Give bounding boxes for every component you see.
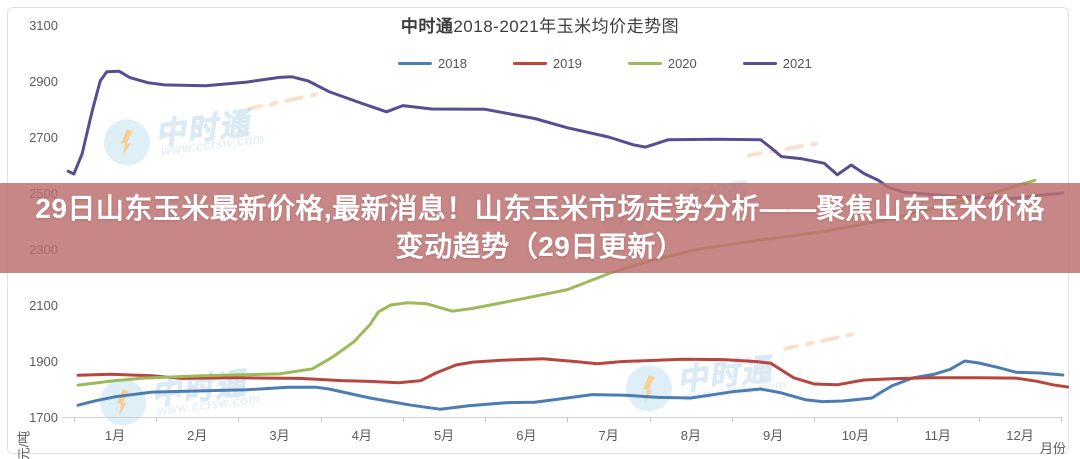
axis-tick-mark bbox=[1061, 418, 1063, 422]
legend-label: 2019 bbox=[552, 56, 582, 71]
x-tick-label: 12月 bbox=[1006, 428, 1034, 443]
axis-tick-mark bbox=[485, 418, 487, 422]
x-tick-label: 11月 bbox=[924, 428, 951, 443]
y-tick-label: 2100 bbox=[29, 298, 58, 313]
series-line-2021 bbox=[66, 69, 1065, 201]
legend-label: 2020 bbox=[667, 56, 697, 71]
axis-tick-mark bbox=[402, 418, 404, 422]
x-tick-label: 1月 bbox=[104, 428, 126, 443]
axis-tick-mark bbox=[73, 418, 75, 422]
series-line-2019 bbox=[76, 357, 1070, 389]
legend-swatch-2018 bbox=[398, 62, 432, 65]
x-tick-label: 6月 bbox=[516, 428, 537, 443]
legend-item-2021[interactable]: 2021 bbox=[742, 56, 812, 71]
x-tick-label: 7月 bbox=[598, 428, 619, 443]
chart-title: 中时通2018-2021年玉米均价走势图 bbox=[0, 12, 1080, 37]
y-tick-label: 2900 bbox=[29, 74, 58, 89]
legend-swatch-2019 bbox=[512, 62, 547, 65]
legend-swatch-2020 bbox=[627, 62, 662, 65]
axis-tick-mark bbox=[649, 418, 651, 422]
series-line-2018 bbox=[76, 359, 1065, 411]
legend-item-2018[interactable]: 2018 bbox=[398, 56, 467, 71]
headline-overlay-banner[interactable]: 29日山东玉米最新价格,最新消息！山东玉米市场走势分析——聚焦山东玉米价格变动趋… bbox=[0, 183, 1080, 273]
axis-tick-mark bbox=[896, 418, 898, 422]
axis-tick-mark bbox=[567, 418, 569, 422]
y-tick-label: 1700 bbox=[29, 410, 58, 425]
axis-tick-mark bbox=[978, 418, 980, 422]
x-tick-label: 10月 bbox=[841, 428, 870, 443]
axis-tick-mark bbox=[156, 418, 158, 422]
axis-tick-mark bbox=[814, 418, 816, 422]
axis-tick-mark bbox=[238, 418, 240, 422]
legend-label: 2018 bbox=[438, 56, 467, 71]
legend-label: 2021 bbox=[782, 56, 812, 71]
chart-legend: 2018 2019 2020 2021 bbox=[398, 56, 812, 71]
x-tick-label: 3月 bbox=[269, 428, 290, 443]
y-tick-label: 1900 bbox=[29, 354, 58, 369]
x-axis-unit-label: 月份 bbox=[1039, 441, 1066, 456]
axis-tick-mark bbox=[320, 418, 322, 422]
x-tick-label: 2月 bbox=[187, 428, 208, 443]
x-tick-label: 4月 bbox=[351, 428, 372, 443]
legend-item-2020[interactable]: 2020 bbox=[627, 56, 697, 71]
headline-text: 29日山东玉米最新价格,最新消息！山东玉米市场走势分析——聚焦山东玉米价格变动趋… bbox=[35, 193, 1045, 262]
chart-title-brand: 中时通 bbox=[400, 17, 454, 36]
y-tick-label: 2700 bbox=[29, 130, 58, 145]
x-axis-line bbox=[62, 417, 1063, 418]
x-tick-label: 5月 bbox=[433, 428, 455, 443]
x-tick-label: 8月 bbox=[680, 428, 701, 443]
x-tick-label: 9月 bbox=[763, 428, 784, 443]
axis-tick-mark bbox=[732, 418, 734, 422]
y-tick-label: 3100 bbox=[29, 18, 58, 33]
legend-swatch-2021 bbox=[742, 62, 777, 65]
chart-title-text: 2018-2021年玉米均价走势图 bbox=[453, 17, 680, 36]
legend-item-2019[interactable]: 2019 bbox=[512, 56, 582, 71]
